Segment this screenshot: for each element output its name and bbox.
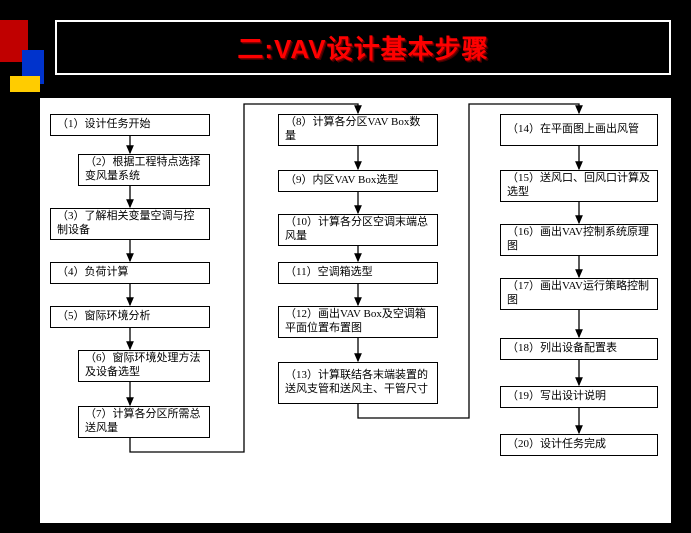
flow-node: （1）设计任务开始 — [50, 114, 210, 136]
flow-node: （9）内区VAV Box选型 — [278, 170, 438, 192]
decor-block — [10, 76, 40, 92]
flow-node: （5）窗际环境分析 — [50, 306, 210, 328]
flow-node: （10）计算各分区空调末端总风量 — [278, 214, 438, 246]
flow-node: （14）在平面图上画出风管 — [500, 114, 658, 146]
flow-node: （3）了解相关变量空调与控制设备 — [50, 208, 210, 240]
flow-node: （11）空调箱选型 — [278, 262, 438, 284]
flow-node: （16）画出VAV控制系统原理图 — [500, 224, 658, 256]
flow-node: （12）画出VAV Box及空调箱平面位置布置图 — [278, 306, 438, 338]
title-bar: 二:VAV设计基本步骤 — [55, 20, 671, 75]
flow-node: （13）计算联结各末端装置的送风支管和送风主、干管尺寸 — [278, 362, 438, 404]
flow-node: （4）负荷计算 — [50, 262, 210, 284]
flow-node: （20）设计任务完成 — [500, 434, 658, 456]
flow-node: （18）列出设备配置表 — [500, 338, 658, 360]
decor-blocks — [0, 20, 55, 95]
flow-node: （15）送风口、回风口计算及选型 — [500, 170, 658, 202]
flow-node: （7）计算各分区所需总送风量 — [78, 406, 210, 438]
slide-title: 二:VAV设计基本步骤 — [237, 29, 488, 66]
flow-node: （17）画出VAV运行策略控制图 — [500, 278, 658, 310]
flow-node: （6）窗际环境处理方法及设备选型 — [78, 350, 210, 382]
flow-node: （2）根据工程特点选择变风量系统 — [78, 154, 210, 186]
flow-node: （8）计算各分区VAV Box数量 — [278, 114, 438, 146]
slide-body: （1）设计任务开始 （2）根据工程特点选择变风量系统 （3）了解相关变量空调与控制设… — [40, 98, 671, 523]
flow-node: （19）写出设计说明 — [500, 386, 658, 408]
